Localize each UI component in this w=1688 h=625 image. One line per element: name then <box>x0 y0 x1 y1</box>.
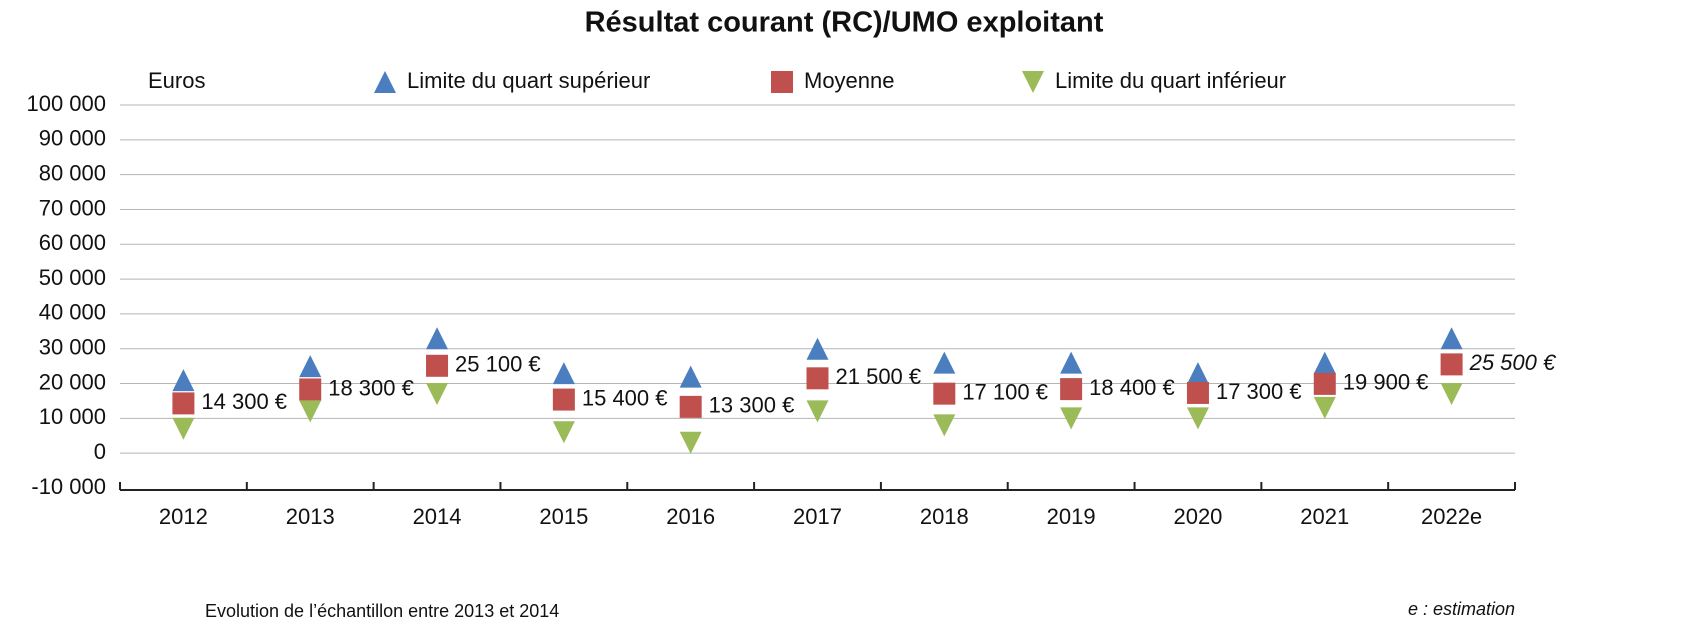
data-point <box>933 382 956 405</box>
y-axis-label: Euros <box>148 68 205 93</box>
x-tick-label: 2012 <box>159 504 208 529</box>
x-tick-label: 2022e <box>1421 504 1482 529</box>
x-tick-label: 2017 <box>793 504 842 529</box>
data-label: 18 300 € <box>328 375 414 400</box>
data-label: 14 300 € <box>201 389 287 414</box>
data-point <box>1440 382 1463 405</box>
data-point <box>1440 353 1463 376</box>
data-point <box>552 421 575 444</box>
data-point <box>806 337 829 360</box>
x-tick-label: 2019 <box>1047 504 1096 529</box>
data-point <box>1060 351 1083 374</box>
x-tick-label: 2015 <box>539 504 588 529</box>
data-point <box>426 382 449 405</box>
data-label: 19 900 € <box>1343 370 1429 395</box>
data-label: 17 300 € <box>1216 379 1302 404</box>
data-point <box>1060 378 1083 401</box>
data-point <box>679 431 702 454</box>
data-point <box>1186 362 1209 385</box>
legend-label: Limite du quart supérieur <box>407 68 650 93</box>
y-tick-label: 40 000 <box>39 300 106 325</box>
y-tick-label: 10 000 <box>39 404 106 429</box>
x-tick-label: 2018 <box>920 504 969 529</box>
chart-title: Résultat courant (RC)/UMO exploitant <box>585 7 1104 39</box>
data-point <box>806 400 829 423</box>
legend-label: Limite du quart inférieur <box>1055 68 1286 93</box>
y-tick-label: 100 000 <box>26 91 106 116</box>
legend-label: Moyenne <box>804 68 895 93</box>
data-point <box>679 365 702 388</box>
data-point <box>426 327 449 350</box>
y-tick-label: 20 000 <box>39 369 106 394</box>
data-point <box>299 355 322 378</box>
x-tick-label: 2021 <box>1300 504 1349 529</box>
y-tick-label: 50 000 <box>39 265 106 290</box>
data-label: 25 500 € <box>1469 350 1557 375</box>
data-point <box>172 369 195 392</box>
data-point <box>1060 407 1083 430</box>
data-point <box>1440 327 1463 350</box>
data-label: 18 400 € <box>1089 375 1175 400</box>
data-point <box>299 378 322 401</box>
y-tick-label: 30 000 <box>39 335 106 360</box>
data-label: 17 100 € <box>962 379 1048 404</box>
x-tick-label: 2020 <box>1173 504 1222 529</box>
legend-marker <box>771 71 793 93</box>
y-tick-label: 90 000 <box>39 126 106 151</box>
y-tick-label: 80 000 <box>39 160 106 185</box>
data-label: 25 100 € <box>455 352 541 377</box>
data-point <box>933 351 956 374</box>
x-tick-label: 2013 <box>286 504 335 529</box>
data-point <box>1186 381 1209 404</box>
x-tick-label: 2014 <box>413 504 462 529</box>
footnote: Evolution de l’échantillon entre 2013 et… <box>205 601 559 621</box>
data-point <box>1313 396 1336 419</box>
y-tick-label: -10 000 <box>31 474 106 499</box>
data-point <box>299 400 322 423</box>
data-point <box>679 395 702 418</box>
data-point <box>1313 372 1336 395</box>
data-point <box>1186 407 1209 430</box>
y-tick-label: 0 <box>94 439 106 464</box>
data-point <box>1313 351 1336 374</box>
data-point <box>806 367 829 390</box>
y-tick-label: 70 000 <box>39 195 106 220</box>
data-point <box>933 414 956 437</box>
data-point <box>426 354 449 377</box>
data-label: 13 300 € <box>709 393 795 418</box>
y-tick-label: 60 000 <box>39 230 106 255</box>
data-label: 15 400 € <box>582 385 668 410</box>
data-point <box>172 417 195 440</box>
data-point <box>552 362 575 385</box>
data-label: 21 500 € <box>836 364 922 389</box>
data-point <box>552 388 575 411</box>
x-tick-label: 2016 <box>666 504 715 529</box>
legend-marker <box>374 71 396 93</box>
data-point <box>172 392 195 415</box>
legend-marker <box>1022 71 1044 93</box>
footnote: e : estimation <box>1408 599 1515 619</box>
